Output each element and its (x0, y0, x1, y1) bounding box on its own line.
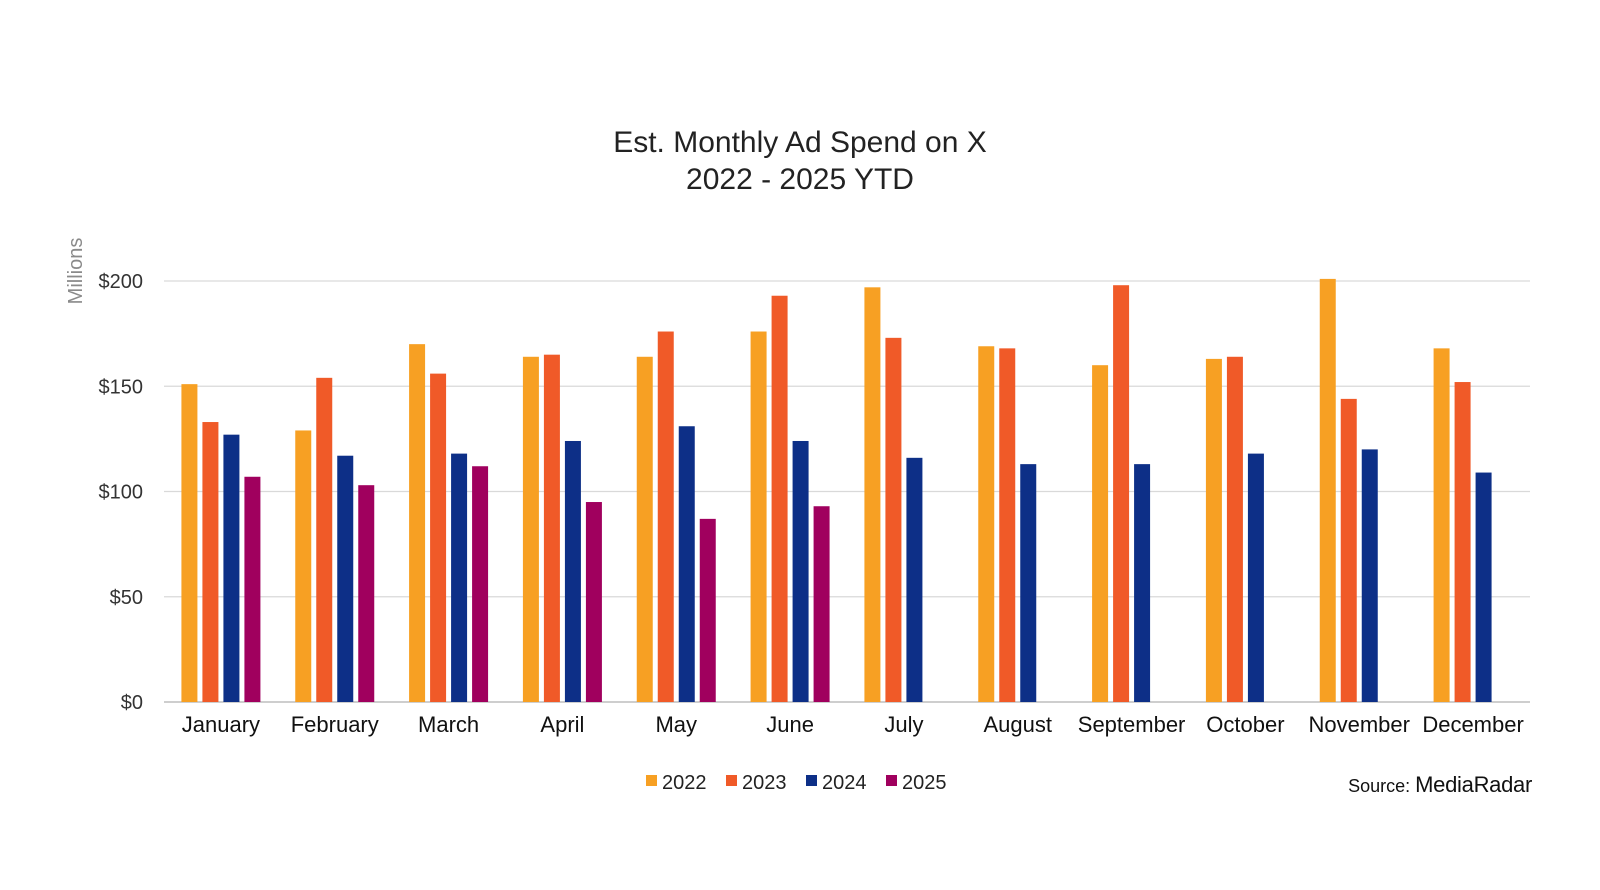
x-tick-label: May (655, 712, 697, 737)
bar-2024-september (1134, 464, 1151, 702)
y-axis-label: Millions (65, 238, 87, 305)
bar-2023-october (1226, 356, 1243, 702)
bar-2023-march (430, 373, 447, 702)
x-axis-ticks: January February March April May June July Augu… (182, 712, 1524, 737)
bar-2023-august (999, 348, 1016, 702)
chart-subtitle: 2022 - 2025 YTD (686, 163, 914, 196)
x-tick-label: September (1078, 712, 1186, 737)
bar-2025-april (585, 502, 602, 702)
x-tick-label: January (182, 712, 260, 737)
bar-2025-may (699, 518, 716, 702)
legend-swatch-2025 (886, 775, 897, 786)
bar-2022-january (181, 384, 198, 702)
bar-2022-february (295, 430, 312, 702)
bar-2022-november (1319, 278, 1336, 702)
source-brand-logo: MediaRadar (1415, 772, 1532, 797)
bar-2024-january (223, 434, 240, 702)
bar-2022-may (636, 356, 653, 702)
legend-label-2025: 2025 (902, 772, 947, 794)
y-axis-ticks: $0 $50 $100 $150 $200 (99, 271, 144, 714)
bar-2023-february (316, 377, 333, 702)
bar-2022-march (409, 344, 426, 702)
bar-2022-april (522, 356, 539, 702)
bar-2025-june (813, 506, 830, 702)
bar-2022-december (1433, 348, 1450, 702)
y-tick-label: $100 (99, 482, 144, 504)
y-tick-label: $50 (110, 587, 143, 609)
source-attribution: Source: MediaRadar (1348, 772, 1532, 798)
x-tick-label: April (540, 712, 584, 737)
bar-2023-july (885, 337, 902, 702)
source-prefix: Source: (1348, 776, 1416, 796)
legend-label-2022: 2022 (662, 772, 707, 794)
chart-title: Est. Monthly Ad Spend on X (613, 126, 987, 159)
bar-2024-november (1361, 449, 1378, 702)
bar-2025-february (358, 485, 375, 702)
bar-2024-april (564, 440, 581, 702)
bar-2025-march (472, 466, 489, 702)
bar-2023-may (657, 331, 674, 702)
gridlines (164, 280, 1530, 703)
legend-swatch-2023 (726, 775, 737, 786)
bar-2024-february (337, 455, 354, 702)
bar-2025-january (244, 476, 261, 702)
bar-2022-october (1205, 358, 1222, 702)
bar-2023-december (1454, 382, 1471, 702)
bar-2024-june (792, 440, 809, 702)
bar-2024-march (451, 453, 468, 702)
y-tick-label: $0 (121, 692, 143, 714)
x-tick-label: July (884, 712, 923, 737)
bar-2023-september (1113, 285, 1130, 702)
x-tick-label: June (766, 712, 814, 737)
bar-2022-august (978, 346, 995, 702)
bar-2022-june (750, 331, 767, 702)
y-tick-label: $200 (99, 271, 144, 293)
x-tick-label: August (984, 712, 1053, 737)
bar-2024-december (1475, 472, 1492, 702)
x-tick-label: March (418, 712, 479, 737)
y-tick-label: $150 (99, 376, 144, 398)
bar-2023-january (202, 422, 219, 702)
bar-2023-november (1340, 398, 1357, 702)
legend: 2022 2023 2024 2025 (646, 772, 947, 794)
bar-2024-october (1247, 453, 1264, 702)
bar-2024-may (678, 426, 695, 702)
x-tick-label: October (1206, 712, 1284, 737)
x-tick-label: December (1422, 712, 1523, 737)
bar-2024-july (906, 457, 923, 702)
legend-label-2023: 2023 (742, 772, 787, 794)
legend-swatch-2022 (646, 775, 657, 786)
bar-2024-august (1020, 464, 1037, 702)
bar-2023-april (543, 354, 560, 702)
bar-2023-june (771, 295, 788, 702)
x-tick-label: February (291, 712, 379, 737)
x-tick-label: November (1309, 712, 1410, 737)
bar-2022-july (864, 287, 881, 702)
bars (181, 278, 1492, 702)
legend-swatch-2024 (806, 775, 817, 786)
bar-2022-september (1092, 365, 1109, 702)
legend-label-2024: 2024 (822, 772, 867, 794)
